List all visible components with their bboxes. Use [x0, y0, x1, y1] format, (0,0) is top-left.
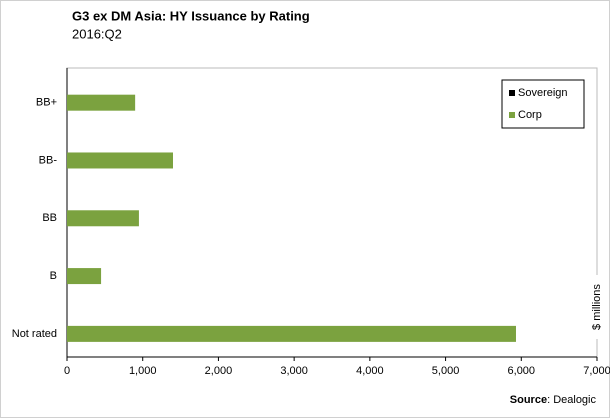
x-tick-label: 1,000: [129, 365, 157, 377]
bar: [67, 325, 516, 342]
x-tick-label: 5,000: [432, 365, 460, 377]
y-tick-label: BB: [42, 212, 57, 224]
legend-swatch: [509, 90, 515, 96]
chart-subtitle: 2016:Q2: [72, 26, 122, 41]
x-tick-label: 6,000: [508, 365, 536, 377]
bar: [67, 152, 173, 169]
bar: [67, 94, 136, 111]
y-tick-label: B: [50, 270, 57, 282]
x-tick-label: 0: [64, 365, 70, 377]
chart-title: G3 ex DM Asia: HY Issuance by Rating: [72, 8, 310, 23]
x-axis-label: $ millions: [591, 284, 603, 330]
y-tick-label: Not rated: [12, 328, 57, 340]
x-axis-label-bg: [591, 275, 603, 339]
source-text: : Dealogic: [547, 394, 596, 406]
y-tick-label: BB-: [39, 154, 58, 166]
bar: [67, 268, 102, 285]
x-tick-label: 3,000: [280, 365, 308, 377]
legend: [501, 79, 585, 129]
legend-label: Sovereign: [518, 87, 568, 99]
legend-label: Corp: [518, 109, 542, 121]
source-label: Source: [510, 394, 547, 406]
source: Source: Dealogic: [510, 394, 597, 406]
y-tick-label: BB+: [36, 97, 57, 109]
bar: [67, 210, 139, 227]
x-tick-label: 2,000: [205, 365, 233, 377]
x-tick-label: 7,000: [583, 365, 610, 377]
legend-swatch: [509, 112, 515, 118]
x-tick-label: 4,000: [356, 365, 384, 377]
